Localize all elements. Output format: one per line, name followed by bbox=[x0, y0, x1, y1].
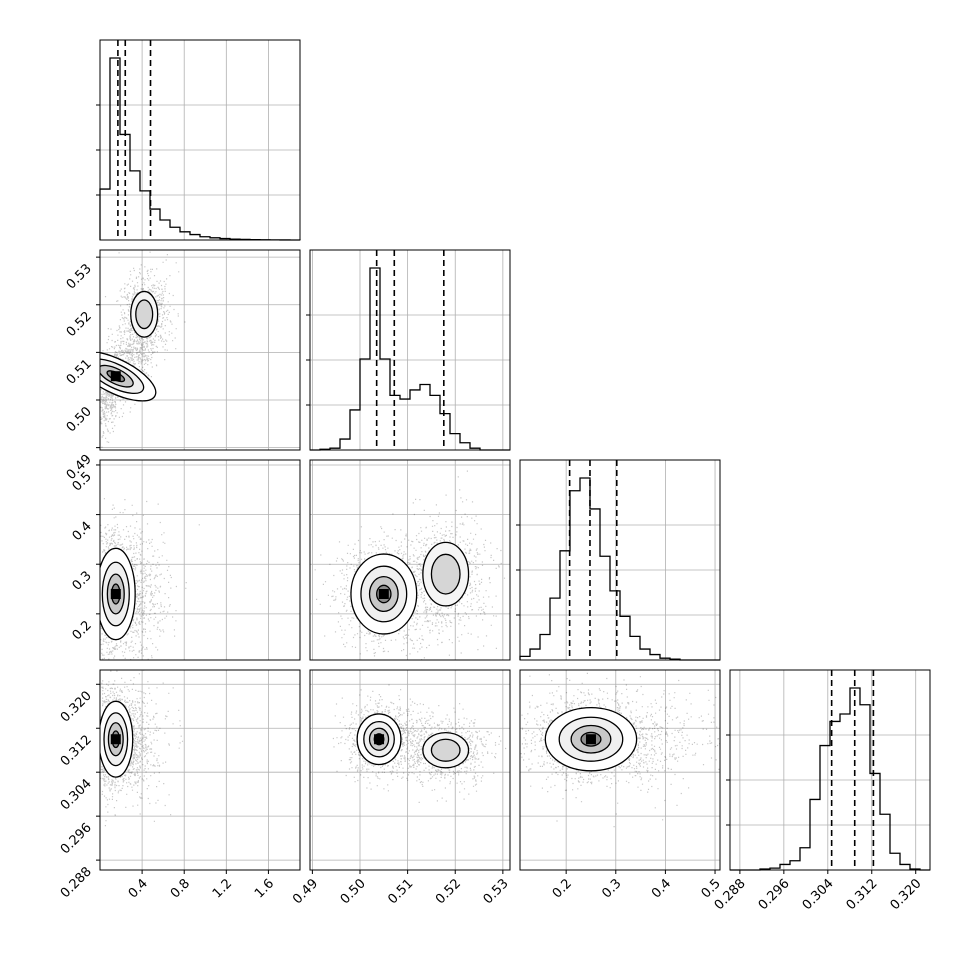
joint-panel bbox=[99, 669, 301, 871]
density-peak bbox=[378, 588, 389, 599]
contour-level bbox=[135, 299, 154, 330]
x-tick-label: 0.296 bbox=[756, 876, 793, 913]
histogram-series bbox=[519, 477, 720, 661]
x-tick-label: 0.8 bbox=[168, 876, 193, 901]
histogram-series bbox=[99, 57, 301, 241]
y-tick-label: 0.296 bbox=[58, 820, 95, 857]
y-tick-label: 0.4 bbox=[70, 519, 95, 544]
histogram-series bbox=[310, 267, 510, 451]
density-peak bbox=[374, 734, 385, 745]
density-peak bbox=[110, 734, 121, 745]
y-tick-label: 0.320 bbox=[58, 689, 95, 726]
x-tick-label: 1.2 bbox=[210, 876, 235, 901]
y-tick-label: 0.288 bbox=[58, 864, 95, 901]
x-tick-label: 0.49 bbox=[290, 876, 321, 907]
scatter-points bbox=[100, 251, 186, 448]
joint-density-2-1 bbox=[314, 470, 506, 660]
density-peak bbox=[585, 734, 596, 745]
x-tick-label: 0.4 bbox=[126, 876, 151, 901]
y-tick-label: 0.51 bbox=[64, 357, 95, 388]
joint-panel bbox=[99, 459, 301, 661]
y-tick-label: 0.3 bbox=[70, 568, 95, 593]
joint-density-3-0 bbox=[100, 670, 184, 827]
joint-density-1-0 bbox=[100, 251, 186, 448]
joint-density-3-2 bbox=[520, 672, 720, 828]
y-tick-label: 0.50 bbox=[64, 404, 95, 435]
contour-level bbox=[430, 738, 461, 762]
x-tick-label: 0.2 bbox=[550, 876, 575, 901]
joint-density-2-0 bbox=[100, 498, 200, 660]
y-tick-label: 0.312 bbox=[58, 732, 95, 769]
y-tick-label: 0.52 bbox=[64, 309, 95, 340]
x-tick-label: 0.51 bbox=[385, 876, 416, 907]
contour-level bbox=[430, 553, 461, 595]
density-peak bbox=[110, 588, 121, 599]
joint-density-3-1 bbox=[332, 684, 507, 803]
x-tick-label: 1.6 bbox=[252, 876, 277, 901]
x-tick-label: 0.312 bbox=[844, 876, 881, 913]
joint-panel bbox=[99, 249, 301, 451]
x-tick-label: 0.304 bbox=[800, 876, 837, 913]
x-tick-label: 0.50 bbox=[338, 876, 369, 907]
x-tick-label: 0.3 bbox=[599, 876, 624, 901]
x-tick-label: 0.4 bbox=[649, 876, 674, 901]
y-tick-label: 0.53 bbox=[64, 261, 95, 292]
x-tick-label: 0.52 bbox=[433, 876, 464, 907]
joint-panel bbox=[519, 669, 721, 871]
histogram-series bbox=[730, 687, 930, 871]
y-tick-label: 0.2 bbox=[70, 618, 95, 643]
y-tick-label: 0.304 bbox=[58, 776, 95, 813]
histogram-panel bbox=[729, 669, 931, 871]
histogram-panel bbox=[519, 459, 721, 661]
histogram-panel bbox=[309, 249, 511, 451]
x-tick-label: 0.320 bbox=[888, 876, 925, 913]
histogram-panel bbox=[99, 39, 301, 241]
joint-panel bbox=[309, 459, 511, 661]
scatter-points bbox=[314, 470, 506, 660]
x-tick-label: 0.53 bbox=[481, 876, 512, 907]
density-peak bbox=[110, 371, 121, 382]
joint-panel bbox=[309, 669, 511, 871]
